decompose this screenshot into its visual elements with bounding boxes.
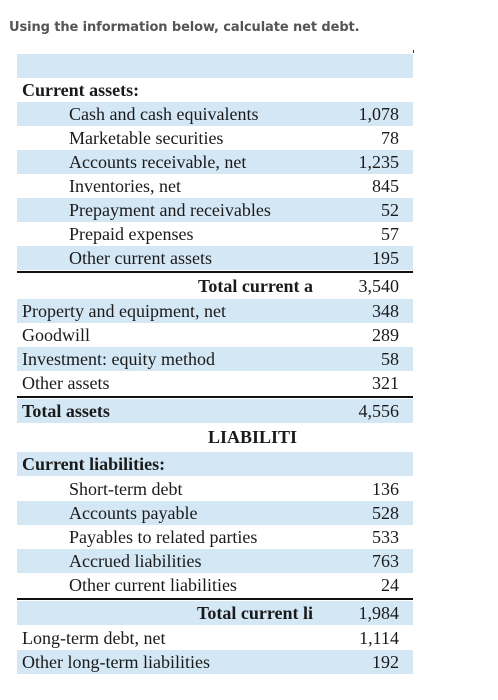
- total-rule: [17, 598, 413, 600]
- row-value: 348: [372, 301, 399, 321]
- total-current-liabilities-label: Total current li: [197, 603, 313, 623]
- liabilities-heading: LIABILITI: [208, 427, 298, 447]
- total-rule: [17, 396, 413, 398]
- row-value: 195: [372, 248, 399, 268]
- table-row: Short-term debt 136: [17, 477, 413, 501]
- row-label: Other assets: [22, 373, 110, 393]
- row-label: Long-term debt, net: [22, 628, 166, 648]
- row-label: Accrued liabilities: [69, 551, 202, 571]
- current-assets-header-row: Current assets:: [17, 78, 413, 102]
- table-row: Other current assets 195: [17, 246, 413, 270]
- total-rule: [17, 271, 413, 273]
- blank-header-row: [17, 54, 413, 78]
- row-label: Prepaid expenses: [69, 224, 194, 244]
- row-value: 24: [381, 575, 399, 595]
- row-label: Inventories, net: [69, 176, 181, 196]
- liabilities-heading-row: LIABILITI: [17, 425, 413, 449]
- total-current-liabilities-row: Total current li 1,984: [17, 601, 413, 625]
- row-value: 78: [381, 128, 399, 148]
- row-value: 1,114: [359, 628, 399, 648]
- row-value: 845: [372, 176, 399, 196]
- table-row: Other long-term liabilities 192: [17, 650, 413, 674]
- table-row: Accrued liabilities 763: [17, 549, 413, 573]
- current-assets-header: Current assets:: [22, 80, 140, 100]
- total-current-assets-value: 3,540: [358, 276, 400, 296]
- current-liabilities-header-row: Current liabilities:: [17, 452, 413, 476]
- row-label: Investment: equity method: [22, 349, 215, 369]
- total-assets-value: 4,556: [358, 401, 400, 421]
- row-label: Accounts receivable, net: [69, 152, 247, 172]
- question-text: Using the information below, calculate n…: [9, 20, 360, 35]
- row-label: Goodwill: [22, 325, 91, 345]
- total-current-assets-row: Total current a 3,540: [17, 274, 413, 298]
- row-label: Cash and cash equivalents: [69, 104, 259, 124]
- corner-tick: [413, 50, 414, 53]
- table-row: Cash and cash equivalents 1,078: [17, 102, 413, 126]
- total-assets-label: Total assets: [22, 401, 110, 421]
- row-value: 763: [372, 551, 399, 571]
- total-current-assets-label: Total current a: [198, 276, 313, 296]
- table-row: Payables to related parties 533: [17, 525, 413, 549]
- row-label: Prepayment and receivables: [69, 200, 271, 220]
- table-row: Marketable securities 78: [17, 126, 413, 150]
- row-label: Property and equipment, net: [22, 301, 226, 321]
- table-row: Prepayment and receivables 52: [17, 198, 413, 222]
- table-row: Long-term debt, net 1,114: [17, 626, 413, 650]
- row-label: Accounts payable: [69, 503, 198, 523]
- row-label: Other current assets: [69, 248, 212, 268]
- row-value: 289: [372, 325, 399, 345]
- table-row: Goodwill 289: [17, 323, 413, 347]
- row-value: 528: [372, 503, 399, 523]
- current-liabilities-header: Current liabilities:: [22, 454, 166, 474]
- row-label: Short-term debt: [69, 479, 183, 499]
- row-value: 1,078: [358, 104, 400, 124]
- row-value: 321: [372, 373, 399, 393]
- row-value: 58: [381, 349, 399, 369]
- table-row: Other assets 321: [17, 371, 413, 395]
- table-row: Accounts receivable, net 1,235: [17, 150, 413, 174]
- row-value: 533: [372, 527, 399, 547]
- table-row: Inventories, net 845: [17, 174, 413, 198]
- total-current-liabilities-value: 1,984: [358, 603, 400, 623]
- row-value: 136: [372, 479, 399, 499]
- table-row: Accounts payable 528: [17, 501, 413, 525]
- row-value: 57: [381, 224, 399, 244]
- row-label: Payables to related parties: [69, 527, 258, 547]
- total-assets-row: Total assets 4,556: [17, 399, 413, 423]
- row-value: 192: [372, 652, 399, 672]
- row-label: Marketable securities: [69, 128, 224, 148]
- row-value: 52: [381, 200, 399, 220]
- table-row: Prepaid expenses 57: [17, 222, 413, 246]
- row-value: 1,235: [358, 152, 400, 172]
- table-row: Other current liabilities 24: [17, 573, 413, 597]
- table-row: Property and equipment, net 348: [17, 299, 413, 323]
- row-label: Other current liabilities: [69, 575, 237, 595]
- table-row: Investment: equity method 58: [17, 347, 413, 371]
- row-label: Other long-term liabilities: [22, 652, 210, 672]
